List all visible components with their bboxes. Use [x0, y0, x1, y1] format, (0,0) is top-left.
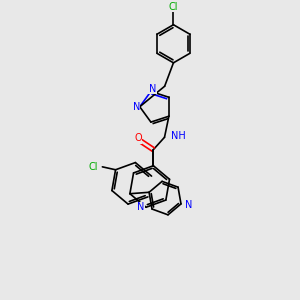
Text: N: N	[149, 83, 156, 94]
Text: Cl: Cl	[88, 162, 98, 172]
Text: O: O	[134, 134, 142, 143]
Text: Cl: Cl	[169, 2, 178, 12]
Text: N: N	[133, 102, 140, 112]
Text: N: N	[185, 200, 193, 210]
Text: N: N	[137, 202, 145, 212]
Text: NH: NH	[171, 131, 186, 141]
